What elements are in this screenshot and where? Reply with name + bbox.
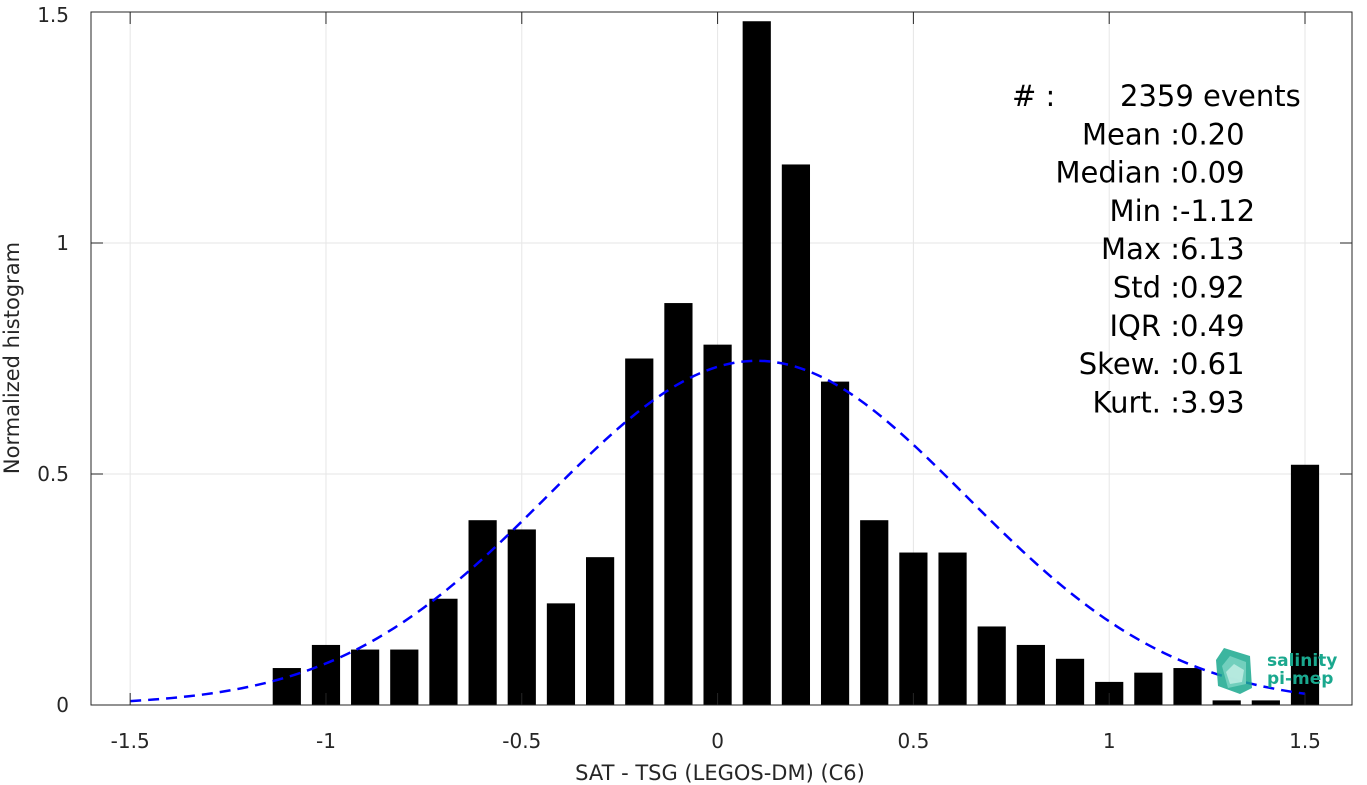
histogram-bar — [351, 649, 380, 705]
x-tick-labels: -1.5 -1 -0.5 0 0.5 1 1.5 — [111, 729, 1321, 753]
stat-label: Mean : — [1082, 117, 1180, 151]
stat-label: Skew. : — [1079, 347, 1180, 381]
stat-label: Median : — [1056, 156, 1180, 190]
logo-text-line2: pi-mep — [1267, 669, 1333, 689]
stat-label: # : — [1012, 79, 1055, 113]
plot-frame — [90, 11, 1353, 706]
stat-value: 3.93 — [1180, 385, 1245, 419]
histogram-bar — [390, 649, 419, 705]
axis-ticks — [91, 11, 1352, 706]
x-tick-label: 1 — [1103, 729, 1116, 753]
y-tick-label: 0 — [56, 693, 69, 717]
histogram-bar — [507, 529, 536, 705]
histogram-bar — [1290, 464, 1320, 705]
histogram-bar — [664, 303, 693, 705]
histogram-bar — [781, 164, 811, 705]
x-tick-label: -1 — [316, 729, 336, 753]
stat-value: 6.13 — [1180, 232, 1245, 266]
stat-label: Std : — [1113, 271, 1180, 305]
histogram-bar — [1055, 658, 1085, 705]
normal-fit-curve — [130, 359, 1306, 703]
stat-value: 0.61 — [1180, 347, 1245, 381]
stat-value: 0.20 — [1180, 117, 1245, 151]
histogram-bar — [1212, 700, 1241, 705]
histogram-bar — [742, 21, 771, 706]
y-tick-label: 0.5 — [37, 462, 69, 486]
stat-value: 0.92 — [1180, 271, 1245, 305]
stat-label: IQR : — [1109, 309, 1180, 343]
stat-value: 0.49 — [1180, 309, 1245, 343]
stat-value: 2359 events — [1120, 79, 1301, 113]
x-tick-label: 1.5 — [1289, 729, 1321, 753]
y-tick-label: 1.5 — [37, 3, 69, 27]
x-tick-label: 0.5 — [897, 729, 929, 753]
histogram-bar — [899, 552, 928, 705]
x-tick-label: -0.5 — [502, 729, 541, 753]
histogram-bar — [468, 520, 497, 705]
stat-label: Min : — [1110, 194, 1180, 228]
x-tick-label: 0 — [711, 729, 724, 753]
histogram-bar — [586, 557, 615, 705]
histogram-bar — [1251, 700, 1280, 705]
histogram-bar — [1134, 672, 1163, 705]
stat-label: Kurt. : — [1093, 385, 1180, 419]
y-tick-labels: 0 0.5 1 1.5 — [37, 3, 69, 717]
stat-value: 0.09 — [1180, 156, 1245, 190]
histogram-bars — [272, 21, 1320, 706]
histogram-bar — [820, 381, 850, 705]
y-tick-label: 1 — [56, 231, 69, 255]
histogram-bar — [1173, 668, 1202, 705]
stat-label: Max : — [1101, 232, 1180, 266]
histogram-bar — [1016, 644, 1045, 705]
y-axis-label: Normalized histogram — [0, 242, 24, 474]
x-tick-label: -1.5 — [111, 729, 150, 753]
stat-value: -1.12 — [1180, 194, 1255, 228]
histogram-bar — [977, 626, 1006, 705]
histogram-bar — [938, 552, 967, 705]
histogram-bar — [546, 603, 576, 705]
histogram-bar — [625, 358, 654, 705]
logo-text-line1: salinity — [1267, 651, 1337, 671]
x-axis-label: SAT - TSG (LEGOS-DM) (C6) — [575, 761, 865, 785]
salinity-pimep-logo: salinity pi-mep — [1216, 648, 1337, 694]
histogram-bar — [429, 598, 458, 705]
histogram-bar — [860, 520, 889, 705]
histogram-bar — [703, 344, 732, 705]
